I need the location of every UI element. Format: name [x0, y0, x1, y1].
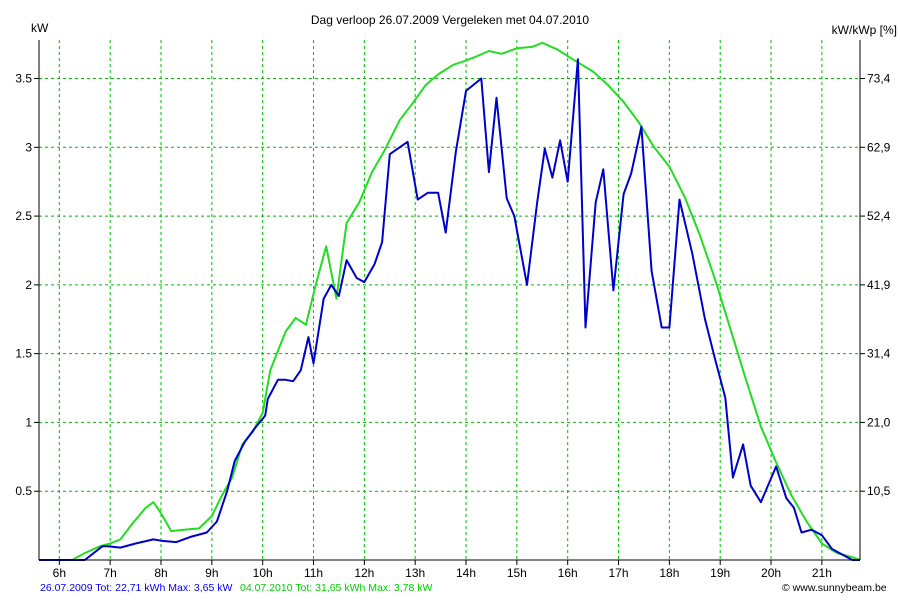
y-right-tick-label: 10,5: [867, 484, 891, 498]
x-tick-label: 11h: [304, 566, 323, 580]
y-left-tick-label: 2.5: [15, 209, 32, 223]
series-line-04-07-2010: [39, 41, 861, 561]
grid-layer: [39, 40, 860, 560]
x-tick-label: 13h: [405, 566, 425, 580]
x-tick-label: 15h: [507, 566, 527, 580]
x-tick-label: 20h: [761, 566, 781, 580]
legend-series-b-summary: 04.07.2010 Tot: 31,65 kWh Max: 3,78 kW: [240, 582, 433, 594]
x-tick-label: 21h: [812, 566, 832, 580]
y-right-tick-label: 73,4: [867, 72, 891, 86]
x-tick-label: 12h: [354, 566, 374, 580]
series-layer: [39, 41, 861, 561]
legend-series-a-summary: 26.07.2009 Tot: 22,71 kWh Max: 3,65 kW: [40, 582, 233, 594]
x-tick-label: 14h: [456, 566, 476, 580]
x-tick-label: 9h: [205, 566, 218, 580]
x-tick-label: 18h: [659, 566, 679, 580]
y-right-tick-label: 52,4: [867, 209, 891, 223]
chart-title: Dag verloop 26.07.2009 Vergeleken met 04…: [311, 13, 590, 27]
y-axis-right-label: kW/kWp [%]: [832, 23, 897, 37]
y-right-tick-label: 41,9: [867, 278, 891, 292]
y-left-tick-label: 3.5: [15, 72, 32, 86]
y-left-tick-label: 2: [25, 278, 32, 292]
y-left-tick-label: 3: [25, 140, 32, 154]
x-tick-label: 8h: [154, 566, 167, 580]
y-right-tick-label: 62,9: [867, 140, 891, 154]
x-tick-label: 17h: [609, 566, 629, 580]
y-right-tick-label: 31,4: [867, 347, 891, 361]
brand-credit: © www.sunnybeam.be: [782, 582, 887, 594]
y-axis-left-label: kW: [31, 21, 49, 35]
tick-label-layer: 6h 7h 8h 9h 10h 11h 12h 13h 14h 15h 16h 17h 18h 19h 20…: [15, 72, 890, 580]
y-left-tick-label: 1.5: [15, 347, 32, 361]
axis-layer: [34, 40, 865, 565]
series-line-26-07-2009: [39, 58, 860, 561]
x-tick-label: 10h: [253, 566, 273, 580]
y-right-tick-label: 21,0: [867, 415, 891, 429]
x-tick-label: 6h: [53, 566, 66, 580]
x-tick-label: 7h: [103, 566, 116, 580]
x-tick-label: 16h: [558, 566, 578, 580]
y-left-tick-label: 1: [25, 415, 32, 429]
x-tick-label: 19h: [710, 566, 730, 580]
y-left-tick-label: 0.5: [15, 484, 32, 498]
